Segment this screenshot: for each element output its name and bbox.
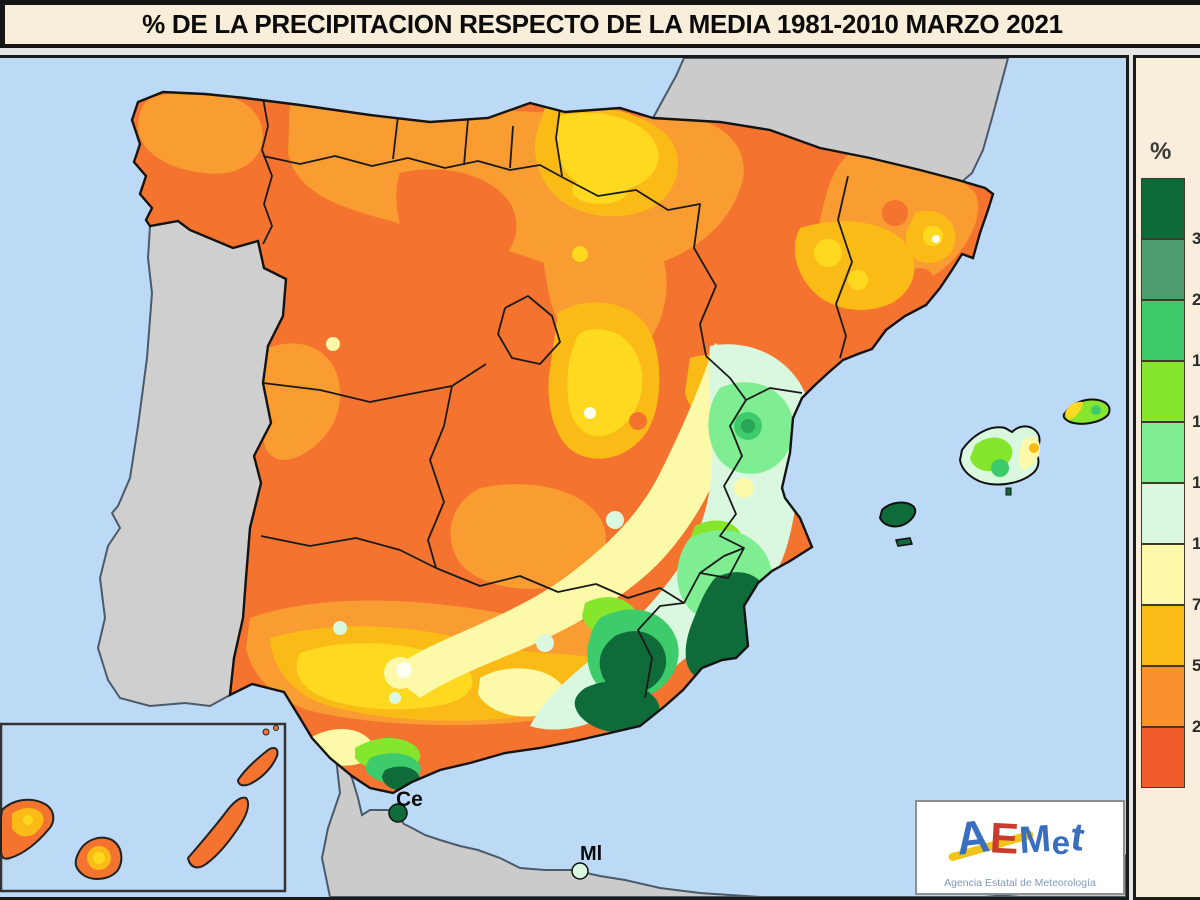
logo-letter: t [1068, 814, 1088, 860]
precipitation-shading [138, 92, 979, 791]
balearic-islands [878, 398, 1111, 547]
legend-boundary-label: 1 [1192, 351, 1200, 370]
legend-swatch [1141, 605, 1185, 666]
logo-letter: M [1018, 817, 1053, 863]
title-bar: % DE LA PRECIPITACION RESPECTO DE LA MED… [0, 0, 1200, 48]
fuerteventura-island [186, 796, 250, 869]
map-panel: Ce Ml [0, 55, 1129, 900]
legend-scale: 3 2 1 1 1 1 7 5 2 [1136, 58, 1200, 900]
legend-swatch [1141, 239, 1185, 300]
aemet-logo-subtitle: Agencia Estatal de Meteorología [944, 877, 1096, 889]
legend-boundary-label: 2 [1192, 717, 1200, 736]
legend-boundary-label: 2 [1192, 290, 1200, 309]
ceuta-dot [388, 803, 408, 823]
legend-swatch [1141, 544, 1185, 605]
ibiza-island [878, 501, 917, 528]
legend-unit-label: % [1150, 138, 1172, 165]
legend-swatch [1141, 727, 1185, 788]
formentera-island [895, 537, 913, 547]
region-boundaries [260, 97, 853, 699]
legend-boundary-label: 5 [1192, 656, 1200, 675]
ceuta-label: Ce [396, 788, 423, 811]
spain-precipitation-map: Ce Ml [0, 58, 1126, 897]
legend-boundary-label: 1 [1192, 473, 1200, 492]
legend-swatch [1141, 178, 1185, 239]
melilla-dot [571, 862, 589, 880]
lanzarote-island [236, 747, 279, 787]
legend-boundary-label: 3 [1192, 229, 1200, 248]
islet-dot [273, 725, 279, 731]
legend-swatch [1141, 300, 1185, 361]
legend-swatch [1141, 483, 1185, 544]
legend-panel: % 3 2 1 1 1 1 7 5 2 [1133, 55, 1200, 900]
legend-boundary-label: 7 [1192, 595, 1200, 614]
legend-boundary-label: 1 [1192, 534, 1200, 553]
page-title: % DE LA PRECIPITACION RESPECTO DE LA MED… [142, 9, 1063, 39]
logo-letter: A [952, 809, 992, 865]
legend-swatch [1141, 361, 1185, 422]
melilla-label: Ml [580, 843, 602, 865]
logo-letter: E [988, 813, 1020, 864]
legend-boundary-label: 1 [1192, 412, 1200, 431]
cabrera-islet [1005, 487, 1012, 496]
islet-dot [262, 728, 270, 736]
city-markers: Ce Ml [388, 788, 602, 880]
legend-swatch [1141, 666, 1185, 727]
legend-swatch [1141, 422, 1185, 483]
canary-islands-inset [0, 722, 287, 893]
